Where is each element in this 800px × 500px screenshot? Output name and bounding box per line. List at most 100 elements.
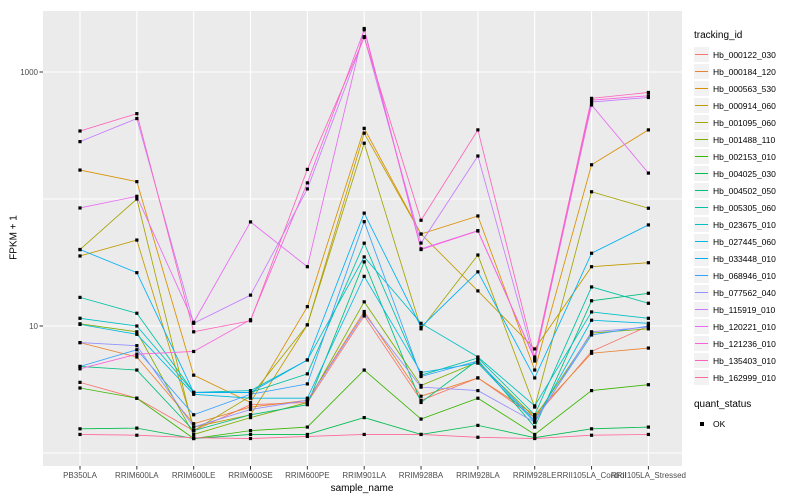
legend-item-Hb_115919_010: Hb_115919_010 bbox=[694, 301, 798, 318]
data-point-Hb_001488_110-RRIM600SE bbox=[248, 415, 253, 420]
x-tick-label-RRII105LA_Stressed: RRII105LA_Stressed bbox=[610, 471, 686, 480]
data-point-Hb_000914_060-RRIM600LA bbox=[135, 238, 139, 242]
legend-label: Hb_000914_060 bbox=[713, 100, 776, 111]
data-point-Hb_004502_050-RRIM600SE bbox=[248, 413, 253, 417]
legend-key-line bbox=[695, 70, 708, 73]
data-point-Hb_121236_010-RRII105LA_Control bbox=[589, 98, 594, 102]
data-point-Hb_115919_010-RRII105LA_Stressed bbox=[646, 95, 650, 100]
data-point-Hb_033448_010-RRII105LA_Stressed bbox=[646, 223, 650, 227]
data-point-Hb_001488_110-RRIM600LA bbox=[135, 330, 139, 334]
legend-label: Hb_000184_120 bbox=[713, 66, 776, 77]
legend-key-swatch bbox=[694, 217, 709, 232]
data-point-Hb_023675_010-RRIM901LA bbox=[362, 255, 366, 259]
legend-item-Hb_004025_030: Hb_004025_030 bbox=[694, 165, 798, 182]
legend-item-Hb_162999_010: Hb_162999_010 bbox=[694, 369, 798, 386]
data-point-Hb_120221_010-RRIM600SE bbox=[248, 220, 253, 224]
data-point-Hb_001095_060-RRIM600SE bbox=[248, 394, 253, 398]
legend-key-line bbox=[695, 155, 708, 158]
data-point-Hb_000914_060-RRIM928LE bbox=[533, 347, 537, 351]
data-point-Hb_001095_060-RRIM928BA bbox=[419, 327, 423, 331]
data-point-Hb_000122_030-RRIM901LA bbox=[362, 314, 366, 318]
data-point-Hb_000184_120-RRIM600SE bbox=[248, 405, 253, 409]
data-point-Hb_023675_010-RRIM928LA bbox=[476, 355, 480, 359]
data-point-Hb_077562_040-RRII105LA_Control bbox=[589, 330, 594, 334]
data-point-Hb_004502_050-RRIM600PE bbox=[305, 403, 309, 407]
data-point-Hb_005305_060-RRIM600PE bbox=[305, 372, 309, 376]
data-point-Hb_002153_010-PB350LA bbox=[78, 386, 82, 390]
data-point-Hb_162999_010-RRIM600LE bbox=[192, 436, 196, 440]
legend-label: Hb_135403_010 bbox=[713, 355, 776, 366]
y-axis-title: FPKM + 1 bbox=[8, 215, 20, 260]
legend-key-swatch bbox=[694, 64, 709, 79]
legend-label: Hb_005305_060 bbox=[713, 202, 776, 213]
data-point-Hb_027445_060-RRIM901LA bbox=[362, 274, 366, 278]
data-point-Hb_005305_060-RRII105LA_Control bbox=[589, 285, 594, 289]
data-point-Hb_121236_010-RRIM600LA bbox=[135, 352, 139, 356]
data-point-Hb_023675_010-RRIM928BA bbox=[419, 321, 423, 325]
legend-label: Hb_023675_010 bbox=[713, 219, 776, 230]
data-point-Hb_000122_030-RRIM600SE bbox=[248, 403, 253, 407]
data-point-Hb_000184_120-RRIM600LE bbox=[192, 422, 196, 426]
legend-key-line bbox=[695, 257, 708, 260]
legend-label: Hb_000122_030 bbox=[713, 49, 776, 60]
legend: tracking_id Hb_000122_030 Hb_000184_120 Hb… bbox=[694, 30, 798, 432]
legend-key-line bbox=[695, 223, 708, 226]
data-point-Hb_023675_010-PB350LA bbox=[78, 316, 82, 320]
data-point-Hb_027445_060-RRIM600PE bbox=[305, 396, 309, 400]
data-point-Hb_033448_010-RRIM600PE bbox=[305, 358, 309, 362]
data-point-Hb_033448_010-RRIM928LE bbox=[533, 376, 537, 380]
data-point-Hb_077562_040-RRIM928BA bbox=[419, 385, 423, 389]
data-point-Hb_002153_010-RRIM901LA bbox=[362, 368, 366, 372]
data-point-Hb_005305_060-RRII105LA_Stressed bbox=[646, 301, 650, 305]
data-point-Hb_068946_010-RRIM928BA bbox=[419, 374, 423, 379]
data-point-Hb_068946_010-RRIM600LA bbox=[135, 348, 139, 352]
data-point-Hb_068946_010-RRII105LA_Control bbox=[589, 333, 594, 337]
data-point-Hb_001488_110-RRIM928LE bbox=[533, 415, 537, 420]
x-axis-title: sample_name bbox=[330, 483, 394, 494]
legend-item-Hb_002153_010: Hb_002153_010 bbox=[694, 148, 798, 165]
data-point-Hb_005305_060-RRIM600LA bbox=[135, 311, 139, 315]
legend-key-line bbox=[695, 53, 708, 56]
data-point-Hb_120221_010-RRIM600LA bbox=[135, 194, 139, 198]
data-point-Hb_033448_010-RRIM901LA bbox=[362, 211, 366, 215]
data-point-Hb_000184_120-RRIM928BA bbox=[419, 394, 423, 398]
data-point-Hb_002153_010-RRIM928LE bbox=[533, 432, 537, 437]
legend-label: Hb_077562_040 bbox=[713, 287, 776, 298]
data-point-Hb_004502_050-RRIM928BA bbox=[419, 400, 423, 405]
legend-item-Hb_121236_010: Hb_121236_010 bbox=[694, 335, 798, 352]
data-point-Hb_135403_010-RRIM600PE bbox=[305, 167, 309, 172]
data-point-Hb_023675_010-RRII105LA_Stressed bbox=[646, 316, 650, 320]
data-point-Hb_162999_010-RRIM928BA bbox=[419, 432, 423, 437]
data-point-Hb_002153_010-RRII105LA_Stressed bbox=[646, 383, 650, 387]
data-point-Hb_068946_010-RRIM600SE bbox=[248, 392, 253, 396]
legend-key-line bbox=[695, 189, 708, 192]
data-point-Hb_135403_010-RRIM600LE bbox=[192, 330, 196, 334]
x-tick-label-RRIM928LA: RRIM928LA bbox=[456, 471, 500, 480]
data-point-Hb_000184_120-RRIM928LA bbox=[476, 376, 480, 380]
data-point-Hb_033448_010-RRIM928LA bbox=[476, 270, 480, 274]
data-point-Hb_115919_010-RRIM928LE bbox=[533, 359, 537, 363]
legend-label: Hb_033448_010 bbox=[713, 253, 776, 264]
data-point-Hb_027445_060-RRII105LA_Control bbox=[589, 318, 594, 322]
data-point-Hb_162999_010-RRIM928LA bbox=[476, 435, 480, 439]
legend-key-swatch bbox=[694, 81, 709, 96]
data-point-Hb_135403_010-RRII105LA_Stressed bbox=[646, 90, 650, 95]
data-point-Hb_162999_010-RRIM901LA bbox=[362, 432, 366, 437]
data-point-Hb_001488_110-RRIM600PE bbox=[305, 400, 309, 405]
quant-legend-label: OK bbox=[713, 418, 726, 429]
data-point-Hb_002153_010-RRIM928LA bbox=[476, 396, 480, 400]
data-point-Hb_000563_530-RRII105LA_Control bbox=[589, 163, 594, 167]
data-point-Hb_120221_010-PB350LA bbox=[78, 206, 82, 210]
data-point-Hb_027445_060-PB350LA bbox=[78, 322, 82, 326]
legend-label: Hb_162999_010 bbox=[713, 372, 776, 383]
data-point-Hb_000914_060-RRIM901LA bbox=[362, 131, 366, 135]
legend-item-Hb_023675_010: Hb_023675_010 bbox=[694, 216, 798, 233]
legend-key-line bbox=[695, 274, 708, 277]
x-tick-label-RRIM600LA: RRIM600LA bbox=[115, 471, 159, 480]
legend-key-swatch bbox=[694, 183, 709, 198]
legend-key-line bbox=[695, 104, 708, 107]
legend-item-Hb_000563_530: Hb_000563_530 bbox=[694, 80, 798, 97]
legend-quant-status: quant_status OK bbox=[694, 399, 798, 432]
data-point-Hb_000563_530-RRIM928LA bbox=[476, 214, 480, 218]
